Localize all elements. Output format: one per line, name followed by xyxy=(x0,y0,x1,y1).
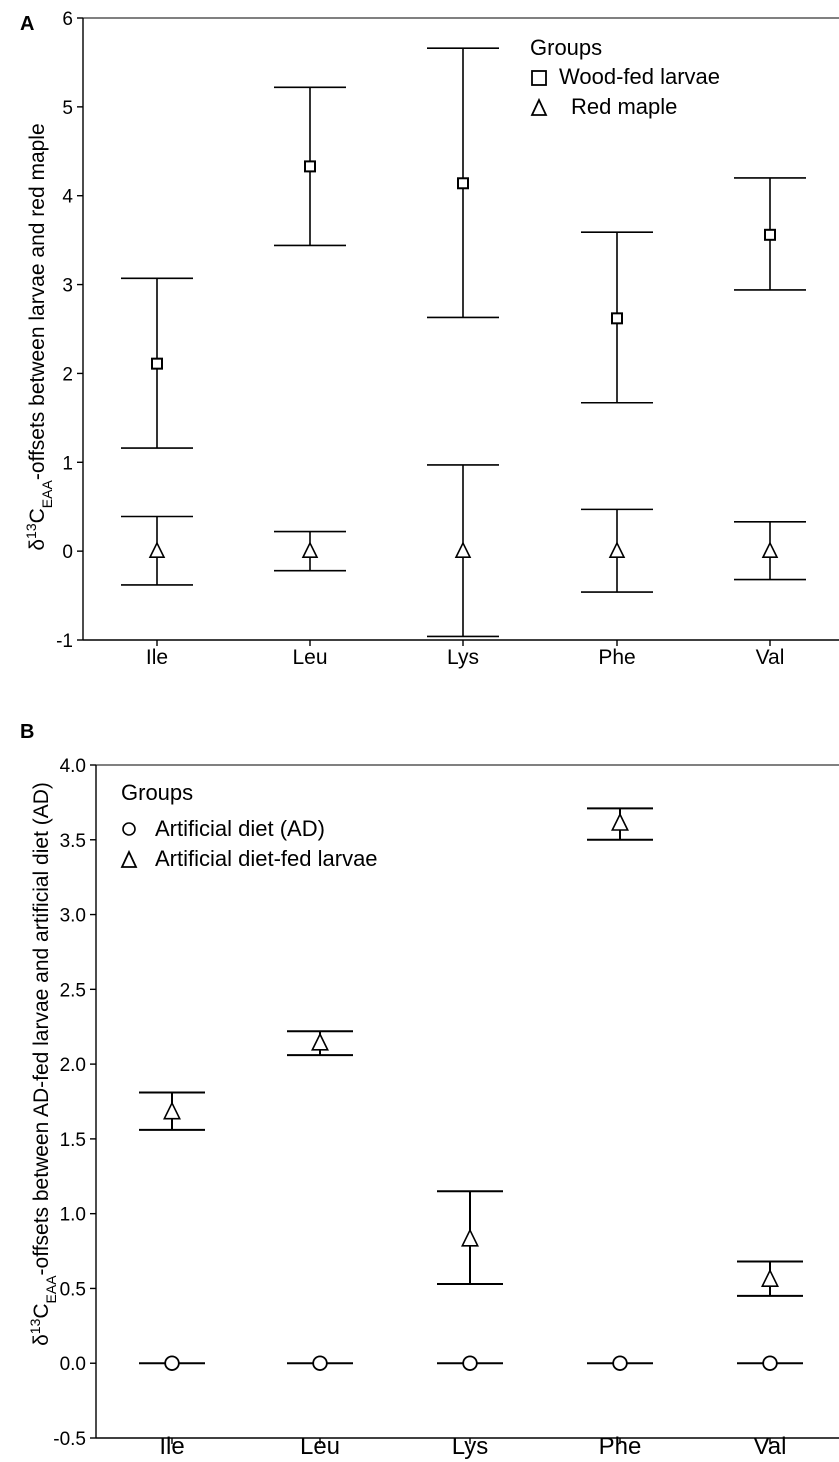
data-point-square xyxy=(457,177,469,190)
x-tick-label: Phe xyxy=(598,646,635,669)
data-point-circle xyxy=(612,1355,628,1371)
x-tick-label: Val xyxy=(754,1433,787,1460)
panel-a-legend-title: Groups xyxy=(530,35,602,60)
panel-a-letter: A xyxy=(20,13,34,35)
y-tick-label: 3.5 xyxy=(60,831,86,852)
data-point-triangle xyxy=(148,541,166,559)
panel-b-legend-entry-artificial-diet: Artificial diet (AD) xyxy=(155,816,325,841)
legend-triangle-marker-icon xyxy=(120,849,138,868)
panel-a-y-axis-label: δ13CEAA-offsets between larvae and red m… xyxy=(23,123,55,550)
y-tick-label: 2.0 xyxy=(60,1055,86,1076)
panel-b: B δ13CEAA-offsets between AD-fed larvae … xyxy=(20,721,839,1460)
data-point-triangle xyxy=(301,541,319,559)
data-point-triangle xyxy=(608,541,626,559)
x-tick-label: Phe xyxy=(599,1433,642,1460)
data-point-square xyxy=(151,357,163,370)
y-tick-label: 1 xyxy=(62,453,73,474)
panel-b-legend-entry-ad-fed-larvae: Artificial diet-fed larvae xyxy=(155,846,378,871)
legend-triangle-marker-icon xyxy=(530,97,548,116)
data-point-circle xyxy=(164,1355,180,1371)
y-tick-label: 1.5 xyxy=(60,1130,86,1151)
x-tick-label: Val xyxy=(756,646,785,669)
y-tick-label: 0 xyxy=(62,542,73,563)
x-tick-label: Leu xyxy=(300,1433,340,1460)
y-tick-label: 2 xyxy=(62,364,73,385)
data-point-square xyxy=(304,160,316,173)
y-tick-label: -1 xyxy=(56,631,73,652)
y-tick-label: 3 xyxy=(62,276,73,297)
data-point-triangle xyxy=(611,812,629,831)
y-tick-label: -0.5 xyxy=(53,1429,86,1450)
x-tick-label: Ile xyxy=(159,1433,184,1460)
data-point-triangle xyxy=(454,541,472,559)
data-point-circle xyxy=(762,1355,778,1371)
y-tick-label: 5 xyxy=(62,98,73,119)
x-tick-label: Leu xyxy=(292,646,327,669)
y-tick-label: 0.0 xyxy=(60,1354,86,1375)
y-tick-label: 0.5 xyxy=(60,1279,86,1300)
y-tick-label: 1.0 xyxy=(60,1205,86,1226)
legend-circle-marker-icon xyxy=(122,822,136,836)
panel-b-y-axis-label: δ13CEAA-offsets between AD-fed larvae an… xyxy=(27,782,59,1346)
data-point-triangle xyxy=(461,1228,479,1247)
data-point-triangle xyxy=(761,1268,779,1287)
x-tick-label: Lys xyxy=(447,646,479,669)
data-point-circle xyxy=(312,1355,328,1371)
y-tick-label: 3.0 xyxy=(60,906,86,927)
panel-a-legend: Groups Wood-fed larvae Red maple xyxy=(530,35,720,119)
panel-b-legend: Groups Artificial diet (AD) Artificial d… xyxy=(120,780,378,871)
data-point-triangle xyxy=(163,1101,181,1120)
x-tick-label: Ile xyxy=(146,646,168,669)
y-tick-label: 2.5 xyxy=(60,980,86,1001)
data-point-triangle xyxy=(311,1032,329,1051)
panel-a-legend-entry-wood-fed: Wood-fed larvae xyxy=(559,64,720,89)
panel-b-letter: B xyxy=(20,721,34,743)
panel-a-plot-area: -1 0 1 2 3 4 5 6 Ile Leu Lys Phe Val xyxy=(56,9,839,669)
y-tick-label: 6 xyxy=(62,9,73,30)
data-point-triangle xyxy=(761,541,779,559)
legend-square-marker-icon xyxy=(531,70,547,86)
data-point-circle xyxy=(462,1355,478,1371)
x-tick-label: Lys xyxy=(452,1433,488,1460)
data-point-square xyxy=(611,312,623,325)
y-tick-label: 4 xyxy=(62,187,73,208)
panel-b-plot-area: -0.5 0.0 0.5 1.0 1.5 2.0 2.5 3.0 3.5 4.0 Ile Leu Lys… xyxy=(53,756,839,1460)
panel-b-legend-title: Groups xyxy=(121,780,193,805)
y-tick-label: 4.0 xyxy=(60,756,86,777)
data-point-square xyxy=(764,228,776,241)
panel-a-legend-entry-red-maple: Red maple xyxy=(571,94,677,119)
panel-a: A δ13CEAA-offsets between larvae and red… xyxy=(20,9,839,669)
